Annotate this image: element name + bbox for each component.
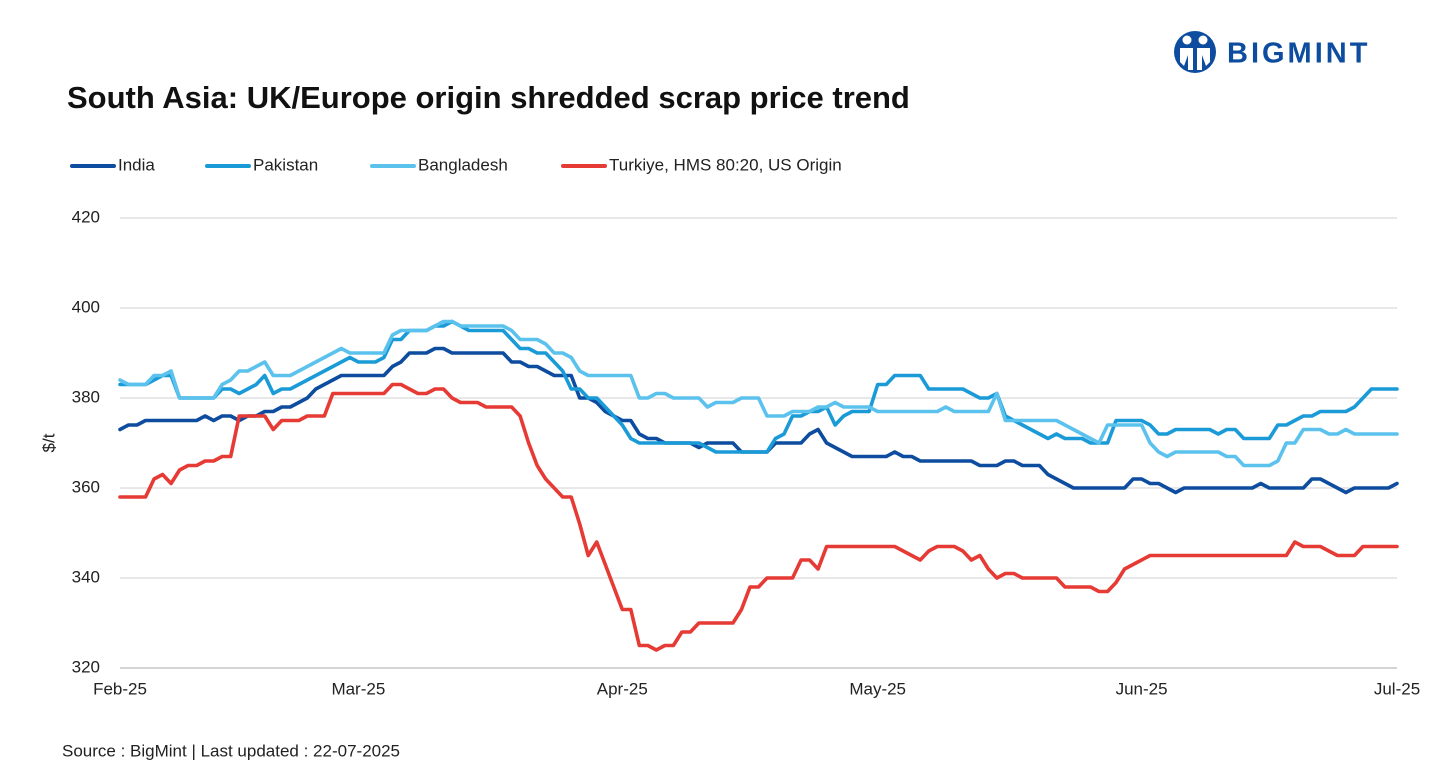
legend-label: India xyxy=(118,155,155,174)
series-line xyxy=(118,382,1399,652)
legend-label: Bangladesh xyxy=(418,155,508,174)
y-tick-label: 380 xyxy=(72,387,100,406)
brand: BIGMINT xyxy=(1227,38,1370,70)
y-axis-label: $/t xyxy=(39,433,58,452)
x-tick-label: Jul-25 xyxy=(1374,679,1420,698)
chart-title: South Asia: UK/Europe origin shredded sc… xyxy=(67,80,910,115)
source-note: Source : BigMint | Last updated : 22-07-… xyxy=(62,741,400,760)
series-line xyxy=(118,346,1399,495)
y-tick-label: 400 xyxy=(72,297,100,316)
x-tick-label: May-25 xyxy=(849,679,906,698)
y-tick-label: 320 xyxy=(72,657,100,676)
y-tick-label: 360 xyxy=(72,477,100,496)
series-line xyxy=(118,319,1399,454)
x-tick-label: Jun-25 xyxy=(1116,679,1168,698)
logo-icon xyxy=(1174,31,1216,73)
series-line xyxy=(118,319,1399,468)
legend-label: Pakistan xyxy=(253,155,318,174)
y-tick-label: 340 xyxy=(72,567,100,586)
y-tick-label: 420 xyxy=(72,207,100,226)
x-tick-label: Mar-25 xyxy=(331,679,385,698)
legend-label: Turkiye, HMS 80:20, US Origin xyxy=(609,155,842,174)
x-tick-label: Feb-25 xyxy=(93,679,147,698)
x-tick-label: Apr-25 xyxy=(597,679,648,698)
